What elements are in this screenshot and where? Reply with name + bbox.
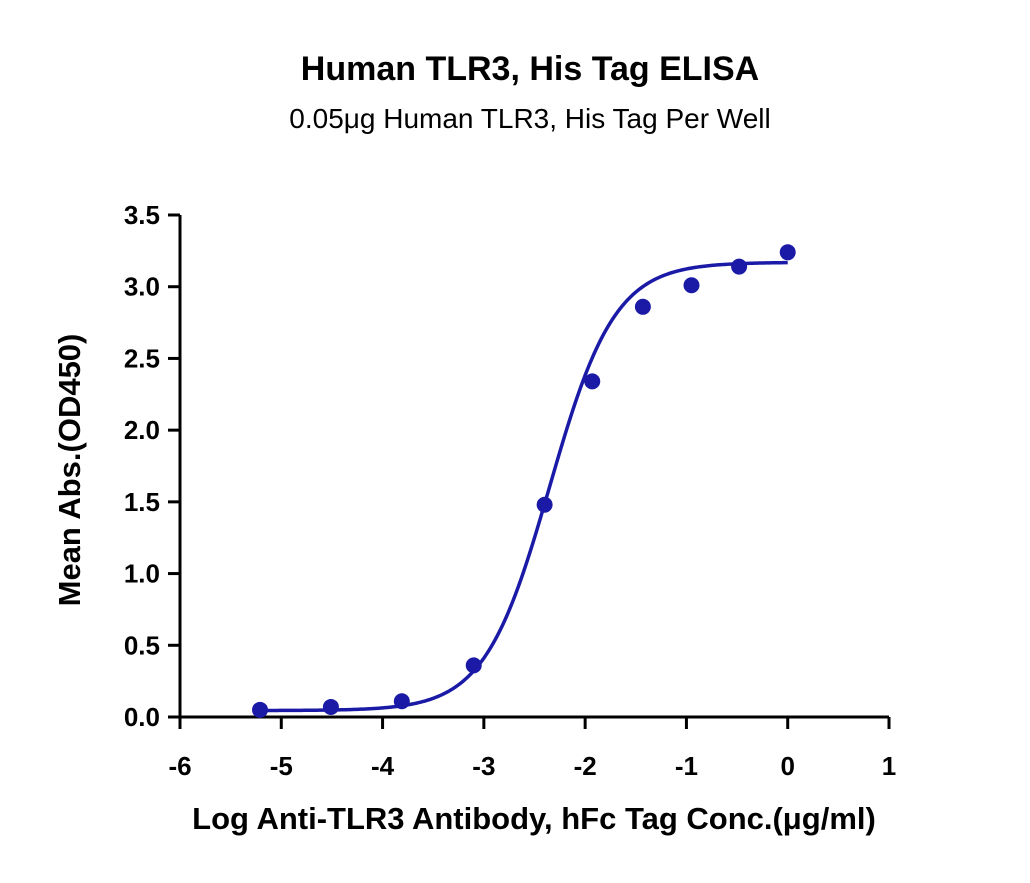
data-point [252,701,269,718]
x-ticks: -6 -5 -4 -3 -2 -1 0 1 [168,717,896,781]
y-tick-label: 2.5 [124,343,160,373]
x-tick-label: -5 [270,751,293,781]
y-tick-label: 1.0 [124,559,160,589]
y-axis-label: Mean Abs.(OD450) [52,334,87,607]
data-point [731,258,748,275]
y-tick-label: 3.5 [124,200,160,230]
x-tick-label: -4 [371,751,395,781]
x-tick-label: 0 [780,751,794,781]
x-axis-label: Log Anti-TLR3 Antibody, hFc Tag Conc.(μg… [192,801,876,836]
data-point [322,698,339,715]
y-tick-label: 1.5 [124,487,160,517]
y-tick-label: 0.5 [124,630,160,660]
chart-title: Human TLR3, His Tag ELISA [301,50,759,88]
data-point [779,244,796,261]
y-ticks: 0.0 0.5 1.0 1.5 2.0 2.5 3.0 3.5 [124,200,180,732]
chart-subtitle: 0.05μg Human TLR3, His Tag Per Well [289,103,770,134]
x-tick-label: -1 [675,751,698,781]
data-point [465,657,482,674]
fit-curve [260,260,788,713]
x-tick-label: -6 [168,751,191,781]
y-tick-label: 2.0 [124,415,160,445]
x-tick-label: -3 [472,751,495,781]
x-tick-label: 1 [882,751,896,781]
data-point [584,373,601,390]
data-point [683,277,700,294]
data-point [393,693,410,710]
axes [178,215,889,719]
data-points [252,244,796,718]
data-point [634,298,651,315]
x-tick-label: -2 [574,751,597,781]
y-tick-label: 3.0 [124,272,160,302]
data-point [536,496,553,513]
y-tick-label: 0.0 [124,702,160,732]
